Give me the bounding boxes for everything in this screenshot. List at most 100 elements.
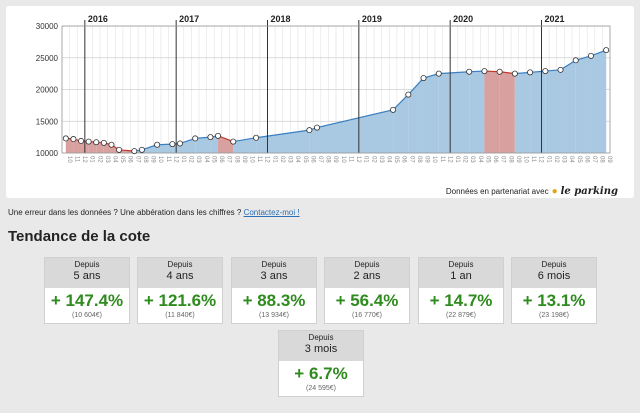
x-tick-label: 01 xyxy=(180,156,186,163)
price-chart-panel: 10000 15000 20000 25000 30000 2016 2017 2018 201… xyxy=(6,6,634,198)
x-tick-label: 05 xyxy=(119,156,125,163)
data-point xyxy=(93,139,100,146)
x-tick-label: 11 xyxy=(347,156,353,163)
x-tick-label: 08 xyxy=(233,156,239,163)
card-percentage: + 13.1% xyxy=(522,291,586,310)
card-since: Depuis xyxy=(354,260,380,269)
card-since: Depuis xyxy=(541,260,567,269)
x-tick-label: 12 xyxy=(264,156,270,163)
x-tick-label: 09 xyxy=(424,156,430,163)
area-segment xyxy=(141,144,158,153)
x-tick-label: 02 xyxy=(279,156,285,163)
year-label: 2017 xyxy=(179,14,199,24)
area-segment xyxy=(179,138,196,153)
area-segment xyxy=(545,69,561,153)
x-tick-label: 10 xyxy=(248,156,254,163)
y-tick-label: 20000 xyxy=(36,86,59,95)
x-tick-label: 12 xyxy=(446,156,452,163)
x-tick-label: 01 xyxy=(545,156,551,163)
data-point xyxy=(85,138,92,145)
x-tick-label: 05 xyxy=(302,156,308,163)
x-tick-label: 06 xyxy=(309,156,315,163)
x-tick-label: 12 xyxy=(538,156,544,163)
x-tick-label: 04 xyxy=(477,156,483,163)
card-period: 1 an xyxy=(450,270,472,282)
x-tick-label: 10 xyxy=(522,156,528,163)
data-point xyxy=(70,136,77,143)
partner-credit: Données en partenariat avec ● le parking xyxy=(446,186,618,197)
data-point xyxy=(481,68,488,75)
card-reference-price: (24 595€) xyxy=(306,385,336,392)
plot-frame xyxy=(61,25,611,154)
x-tick-label: 06 xyxy=(401,156,407,163)
data-point xyxy=(207,134,214,141)
trend-card[interactable]: Depuis 5 ans + 147.4% (10 604€) xyxy=(44,257,130,324)
data-point xyxy=(405,91,412,98)
data-point xyxy=(306,127,313,134)
x-tick-label: 09 xyxy=(515,156,521,163)
area-segment xyxy=(393,94,409,153)
x-tick-label: 06 xyxy=(127,156,133,163)
x-tick-label: 11 xyxy=(165,156,171,163)
data-point xyxy=(527,69,534,76)
card-period: 3 mois xyxy=(304,343,338,355)
card-header: Depuis 5 ans xyxy=(45,258,129,288)
area-segment xyxy=(530,71,546,153)
trend-card[interactable]: Depuis 4 ans + 121.6% (11 840€) xyxy=(137,257,223,324)
x-tick-label: 12 xyxy=(355,156,361,163)
data-point xyxy=(435,70,442,77)
card-period: 2 ans xyxy=(353,270,381,282)
line-segment xyxy=(233,137,257,143)
card-header: Depuis 3 ans xyxy=(232,258,316,288)
trend-card[interactable]: Depuis 3 mois + 6.7% (24 595€) xyxy=(278,330,364,397)
data-point xyxy=(230,138,237,145)
data-point xyxy=(466,68,473,75)
x-tick-label: 03 xyxy=(561,156,567,163)
x-tick-label: 09 xyxy=(241,156,247,163)
area-segment xyxy=(484,71,500,153)
area-segment xyxy=(256,130,310,153)
x-tick-label: 01 xyxy=(363,156,369,163)
data-point xyxy=(420,75,427,82)
data-point xyxy=(78,137,85,144)
data-point xyxy=(169,141,176,148)
card-percentage: + 14.7% xyxy=(429,291,493,310)
x-tick-label: 07 xyxy=(591,156,597,163)
x-tick-label: 05 xyxy=(484,156,490,163)
data-point xyxy=(511,70,518,77)
x-tick-label: 05 xyxy=(210,156,216,163)
x-tick-label: 01 xyxy=(271,156,277,163)
data-point xyxy=(176,140,183,147)
card-reference-price: (13 934€) xyxy=(259,312,289,319)
x-tick-label: 03 xyxy=(287,156,293,163)
card-header: Depuis 3 mois xyxy=(279,331,363,361)
line-segment xyxy=(438,71,470,75)
data-point xyxy=(572,57,579,64)
card-period: 6 mois xyxy=(537,270,571,282)
contact-link[interactable]: Contactez-moi ! xyxy=(243,208,300,217)
x-tick-label: 05 xyxy=(393,156,399,163)
x-tick-label: 11 xyxy=(256,156,262,163)
trend-card[interactable]: Depuis 3 ans + 88.3% (13 934€) xyxy=(231,257,317,324)
x-tick-label: 10 xyxy=(66,156,72,163)
card-reference-price: (11 840€) xyxy=(165,312,195,319)
trend-card[interactable]: Depuis 6 mois + 13.1% (23 198€) xyxy=(511,257,597,324)
partner-brand-logo[interactable]: le parking xyxy=(560,186,618,197)
x-tick-label: 09 xyxy=(150,156,156,163)
trend-card[interactable]: Depuis 2 ans + 56.4% (16 770€) xyxy=(324,257,410,324)
trend-card[interactable]: Depuis 1 an + 14.7% (22 879€) xyxy=(418,257,504,324)
year-label: 2020 xyxy=(453,14,473,24)
error-note: Une erreur dans les données ? Une abbéra… xyxy=(8,208,300,217)
x-tick-label: 03 xyxy=(469,156,475,163)
line-segment xyxy=(255,129,310,139)
line-segment xyxy=(316,109,394,129)
x-tick-label: 11 xyxy=(73,156,79,163)
map-pin-icon: ● xyxy=(551,185,558,197)
data-point xyxy=(116,146,123,153)
x-tick-label: 09 xyxy=(606,156,612,163)
x-tick-label: 03 xyxy=(378,156,384,163)
area-segment xyxy=(316,109,394,153)
line-segment xyxy=(392,94,409,111)
area-segment xyxy=(438,71,470,153)
x-tick-label: 10 xyxy=(157,156,163,163)
